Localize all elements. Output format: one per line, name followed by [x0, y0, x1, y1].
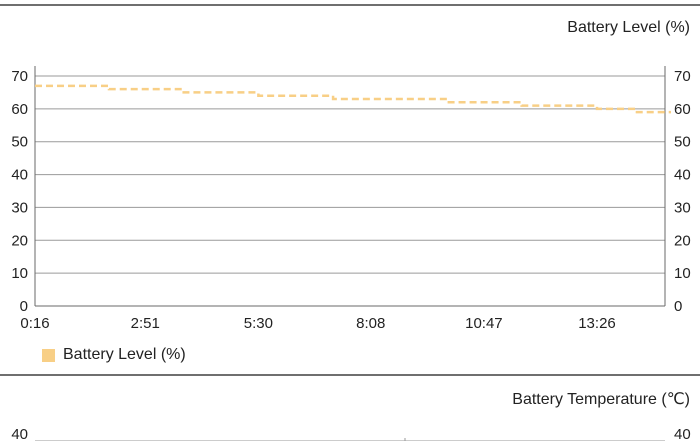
y2-tick-label: 40	[674, 426, 691, 441]
y2-tick-label: 50	[674, 134, 691, 151]
y2-tick-label: 70	[674, 68, 691, 85]
y-tick-labels: 0 10 20 30 40 50 60 70	[11, 68, 28, 315]
x-tick-label: 10:47	[465, 315, 503, 332]
y2-tick-labels: 0 10 20 30 40 50 60 70	[674, 68, 691, 315]
x-tick-labels: 0:16 2:51 5:30 8:08 10:47 13:26	[20, 315, 615, 332]
y2-tick-label: 10	[674, 265, 691, 282]
battery-level-chart: 0 10 20 30 40 50 60 70 0 10 20 30 40 50 60 70 0:16 2:51…	[11, 66, 691, 332]
x-tick-label: 13:26	[578, 315, 616, 332]
top-divider	[0, 4, 700, 6]
y2-tick-label: 40	[674, 167, 691, 184]
panel-title-battery-temperature: Battery Temperature (℃)	[512, 391, 690, 408]
y-tick-label: 0	[20, 298, 28, 315]
y-tick-label: 50	[11, 134, 28, 151]
y2-tick-label: 60	[674, 101, 691, 118]
panel-divider	[0, 374, 700, 376]
axes	[34, 66, 666, 307]
y-tick-labels: 40	[11, 426, 28, 441]
y-tick-label: 10	[11, 265, 28, 282]
y-tick-label: 40	[11, 426, 28, 441]
legend-label: Battery Level (%)	[63, 346, 186, 363]
y-tick-label: 40	[11, 167, 28, 184]
y2-tick-label: 0	[674, 298, 682, 315]
legend: Battery Level (%)	[42, 345, 186, 365]
x-tick-label: 2:51	[131, 315, 160, 332]
y-tick-label: 30	[11, 199, 28, 216]
y2-tick-labels: 40	[674, 426, 691, 441]
series-line	[35, 84, 671, 114]
legend-swatch	[42, 348, 55, 362]
y2-tick-label: 30	[674, 199, 691, 216]
panel-title-battery-level: Battery Level (%)	[567, 19, 690, 36]
y-tick-label: 70	[11, 68, 28, 85]
y-tick-label: 20	[11, 232, 28, 249]
grid-lines	[35, 75, 665, 274]
x-tick-label: 5:30	[244, 315, 273, 332]
series-battery-level	[34, 84, 672, 114]
y-tick-label: 60	[11, 101, 28, 118]
y2-tick-label: 20	[674, 232, 691, 249]
x-tick-label: 0:16	[20, 315, 49, 332]
x-tick-label: 8:08	[356, 315, 385, 332]
battery-temperature-chart: 40 40	[11, 426, 691, 441]
